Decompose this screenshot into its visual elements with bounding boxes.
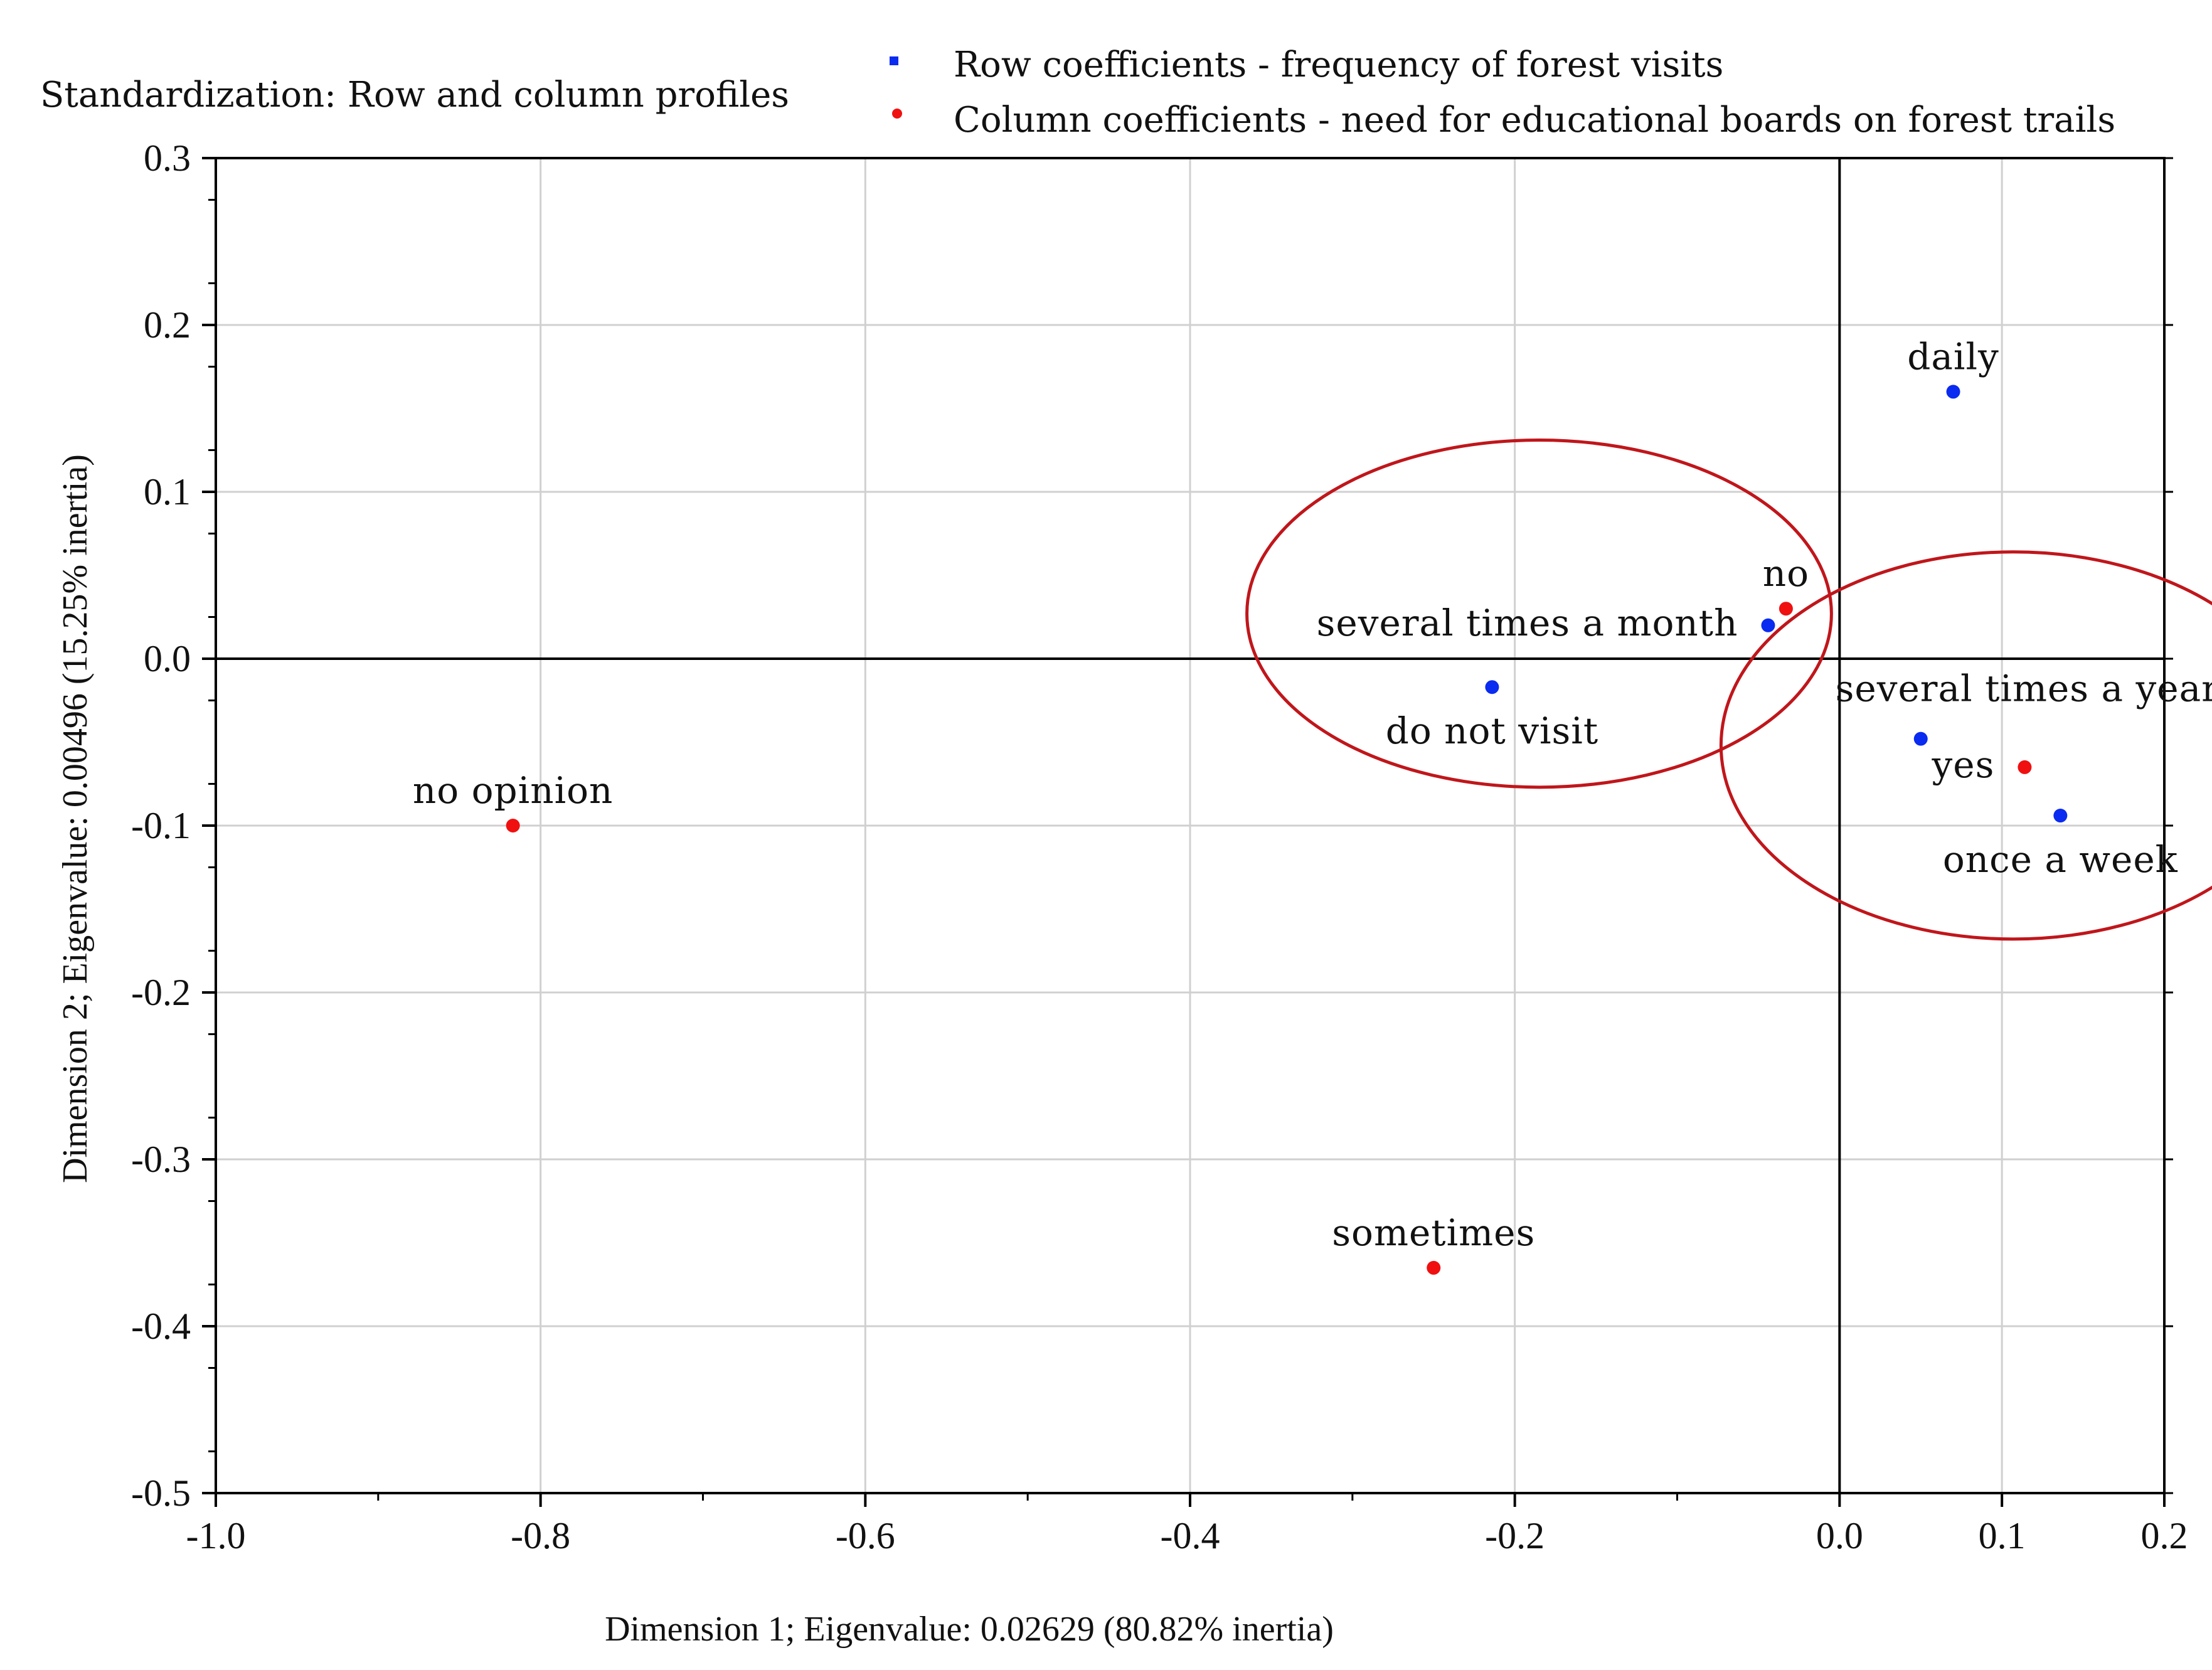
point-label: sometimes — [1332, 1211, 1535, 1254]
y-tick-label: -0.1 — [131, 805, 191, 846]
x-tick-label: -0.8 — [511, 1515, 570, 1556]
point-label: yes — [1932, 743, 1995, 786]
y-tick-label: -0.5 — [131, 1472, 191, 1514]
x-tick-label: 0.1 — [1979, 1515, 2026, 1556]
x-tick-label: 0.2 — [2141, 1515, 2188, 1556]
standardization-note: Standardization: Row and column profiles — [40, 75, 789, 115]
row-point — [1485, 680, 1499, 694]
row-point — [1761, 618, 1775, 632]
point-label: once a week — [1943, 838, 2178, 881]
legend-marker-column — [892, 109, 902, 119]
legend: Row coefficients - frequency of forest v… — [890, 45, 2115, 141]
x-tick-label: 0.0 — [1816, 1515, 1863, 1556]
point-label: several times a month — [1317, 602, 1738, 644]
point-label: daily — [1907, 335, 1999, 378]
x-tick-label: -0.6 — [836, 1515, 895, 1556]
y-tick-label: -0.3 — [131, 1139, 191, 1180]
legend-label-row: Row coefficients - frequency of forest v… — [954, 45, 1723, 85]
point-labels: daily several times a month do not visit se… — [413, 335, 2212, 1254]
data-points — [506, 385, 2068, 1275]
y-tick-label: -0.4 — [131, 1306, 191, 1347]
point-label: no — [1763, 552, 1809, 595]
cluster-ellipses — [1245, 439, 2212, 941]
column-point — [2018, 760, 2032, 774]
row-point — [1913, 731, 1928, 746]
x-tick-label: -1.0 — [186, 1515, 246, 1556]
axes — [202, 157, 2173, 1507]
x-axis-title: Dimension 1; Eigenvalue: 0.02629 (80.82%… — [605, 1610, 1334, 1649]
point-label: several times a year — [1836, 667, 2212, 710]
y-tick-label: 0.2 — [144, 304, 191, 346]
column-point — [1779, 602, 1793, 616]
cluster-ellipse — [1720, 550, 2212, 941]
point-label: do not visit — [1386, 710, 1598, 752]
row-point — [1946, 385, 1960, 399]
y-tick-label: 0.1 — [144, 471, 191, 513]
row-point — [2053, 809, 2068, 823]
y-axis-title: Dimension 2; Eigenvalue: 0.00496 (15.25%… — [56, 454, 95, 1183]
tick-labels: -1.0 -0.8 -0.6 -0.4 -0.2 0.0 0.1 0.2 0.3 0.2 0.1 0.… — [131, 137, 2188, 1556]
cluster-ellipse — [1245, 439, 1833, 789]
x-tick-label: -0.4 — [1161, 1515, 1220, 1556]
y-tick-label: 0.3 — [144, 137, 191, 179]
x-tick-label: -0.2 — [1485, 1515, 1545, 1556]
legend-marker-row — [890, 56, 898, 65]
legend-label-column: Column coefficients - need for education… — [954, 100, 2115, 141]
column-point — [1427, 1260, 1441, 1275]
column-point — [506, 819, 520, 832]
y-tick-label: 0.0 — [144, 638, 191, 679]
point-label: no opinion — [413, 769, 613, 812]
y-tick-label: -0.2 — [131, 972, 191, 1013]
